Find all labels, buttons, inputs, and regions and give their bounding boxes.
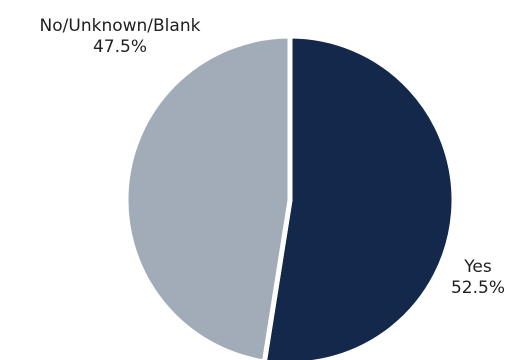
slice-percent-no-unknown-blank: 47.5% xyxy=(93,37,147,57)
pie-slices xyxy=(123,33,457,360)
pie-labels: No/Unknown/Blank 47.5% Yes 52.5% xyxy=(40,16,505,298)
slice-label-yes: Yes xyxy=(463,257,492,277)
slice-percent-yes: 52.5% xyxy=(451,278,505,298)
pie-slice-no-unknown-blank xyxy=(123,33,293,360)
slice-label-no-unknown-blank: No/Unknown/Blank xyxy=(40,16,201,36)
pie-slice-yes xyxy=(262,33,457,360)
